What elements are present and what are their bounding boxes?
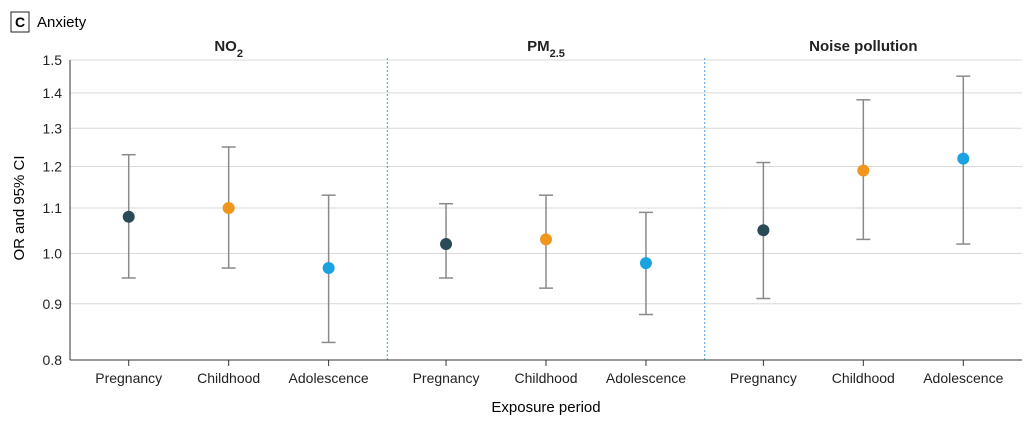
x-tick-label: Childhood — [832, 370, 895, 386]
or-point — [440, 238, 453, 251]
data-marks — [121, 75, 971, 344]
x-tick-label: Childhood — [197, 370, 260, 386]
y-tick-label: 0.9 — [43, 296, 63, 312]
data-point — [539, 194, 553, 289]
y-tick-label: 0.8 — [43, 352, 63, 368]
x-tick-label: Childhood — [514, 370, 577, 386]
y-tick-label: 1.3 — [43, 120, 63, 136]
y-tick-label: 1.4 — [43, 85, 63, 101]
x-tick-label: Pregnancy — [413, 370, 480, 386]
group-labels: NO2 PM2.5 Noise pollution — [214, 38, 917, 60]
data-point — [439, 202, 454, 279]
y-tick-label: 1.5 — [43, 52, 63, 68]
y-axis-label: OR and 95% CI — [11, 155, 28, 260]
y-tick-label: 1.1 — [43, 200, 63, 216]
or-point — [222, 202, 235, 215]
data-point — [856, 99, 871, 241]
x-tick-label: Pregnancy — [95, 370, 162, 386]
or-point — [122, 210, 135, 223]
data-point — [321, 194, 336, 344]
or-point — [757, 224, 770, 237]
x-axis-label: Exposure period — [491, 399, 600, 416]
or-point — [639, 257, 652, 270]
group-label: PM2.5 — [527, 38, 565, 60]
y-tick-label: 1.0 — [43, 246, 63, 262]
data-point — [956, 75, 971, 245]
data-point — [121, 153, 136, 279]
or-point — [957, 152, 970, 165]
chart-title: Anxiety — [37, 14, 87, 31]
x-tick-label: Adolescence — [606, 370, 686, 386]
group-label: NO2 — [214, 38, 243, 60]
x-tick-label: Adolescence — [289, 370, 369, 386]
x-tick-labels: Pregnancy Childhood Adolescence Pregnancy Ch… — [95, 360, 1004, 386]
or-point — [857, 164, 870, 177]
y-tick-labels: 0.8 0.9 1.0 1.1 1.2 1.3 1.4 1.5 — [43, 52, 63, 368]
panel-label: C — [15, 14, 25, 30]
panel-label-box — [10, 11, 30, 33]
data-point — [638, 211, 653, 316]
x-tick-label: Adolescence — [923, 370, 1003, 386]
panel-header: C Anxiety — [10, 11, 87, 33]
data-point — [756, 161, 771, 300]
or-point — [322, 262, 335, 275]
or-point — [540, 233, 552, 246]
x-tick-label: Pregnancy — [730, 370, 797, 386]
group-label: Noise pollution — [809, 38, 917, 55]
y-tick-label: 1.2 — [43, 158, 63, 174]
data-point — [221, 146, 236, 269]
